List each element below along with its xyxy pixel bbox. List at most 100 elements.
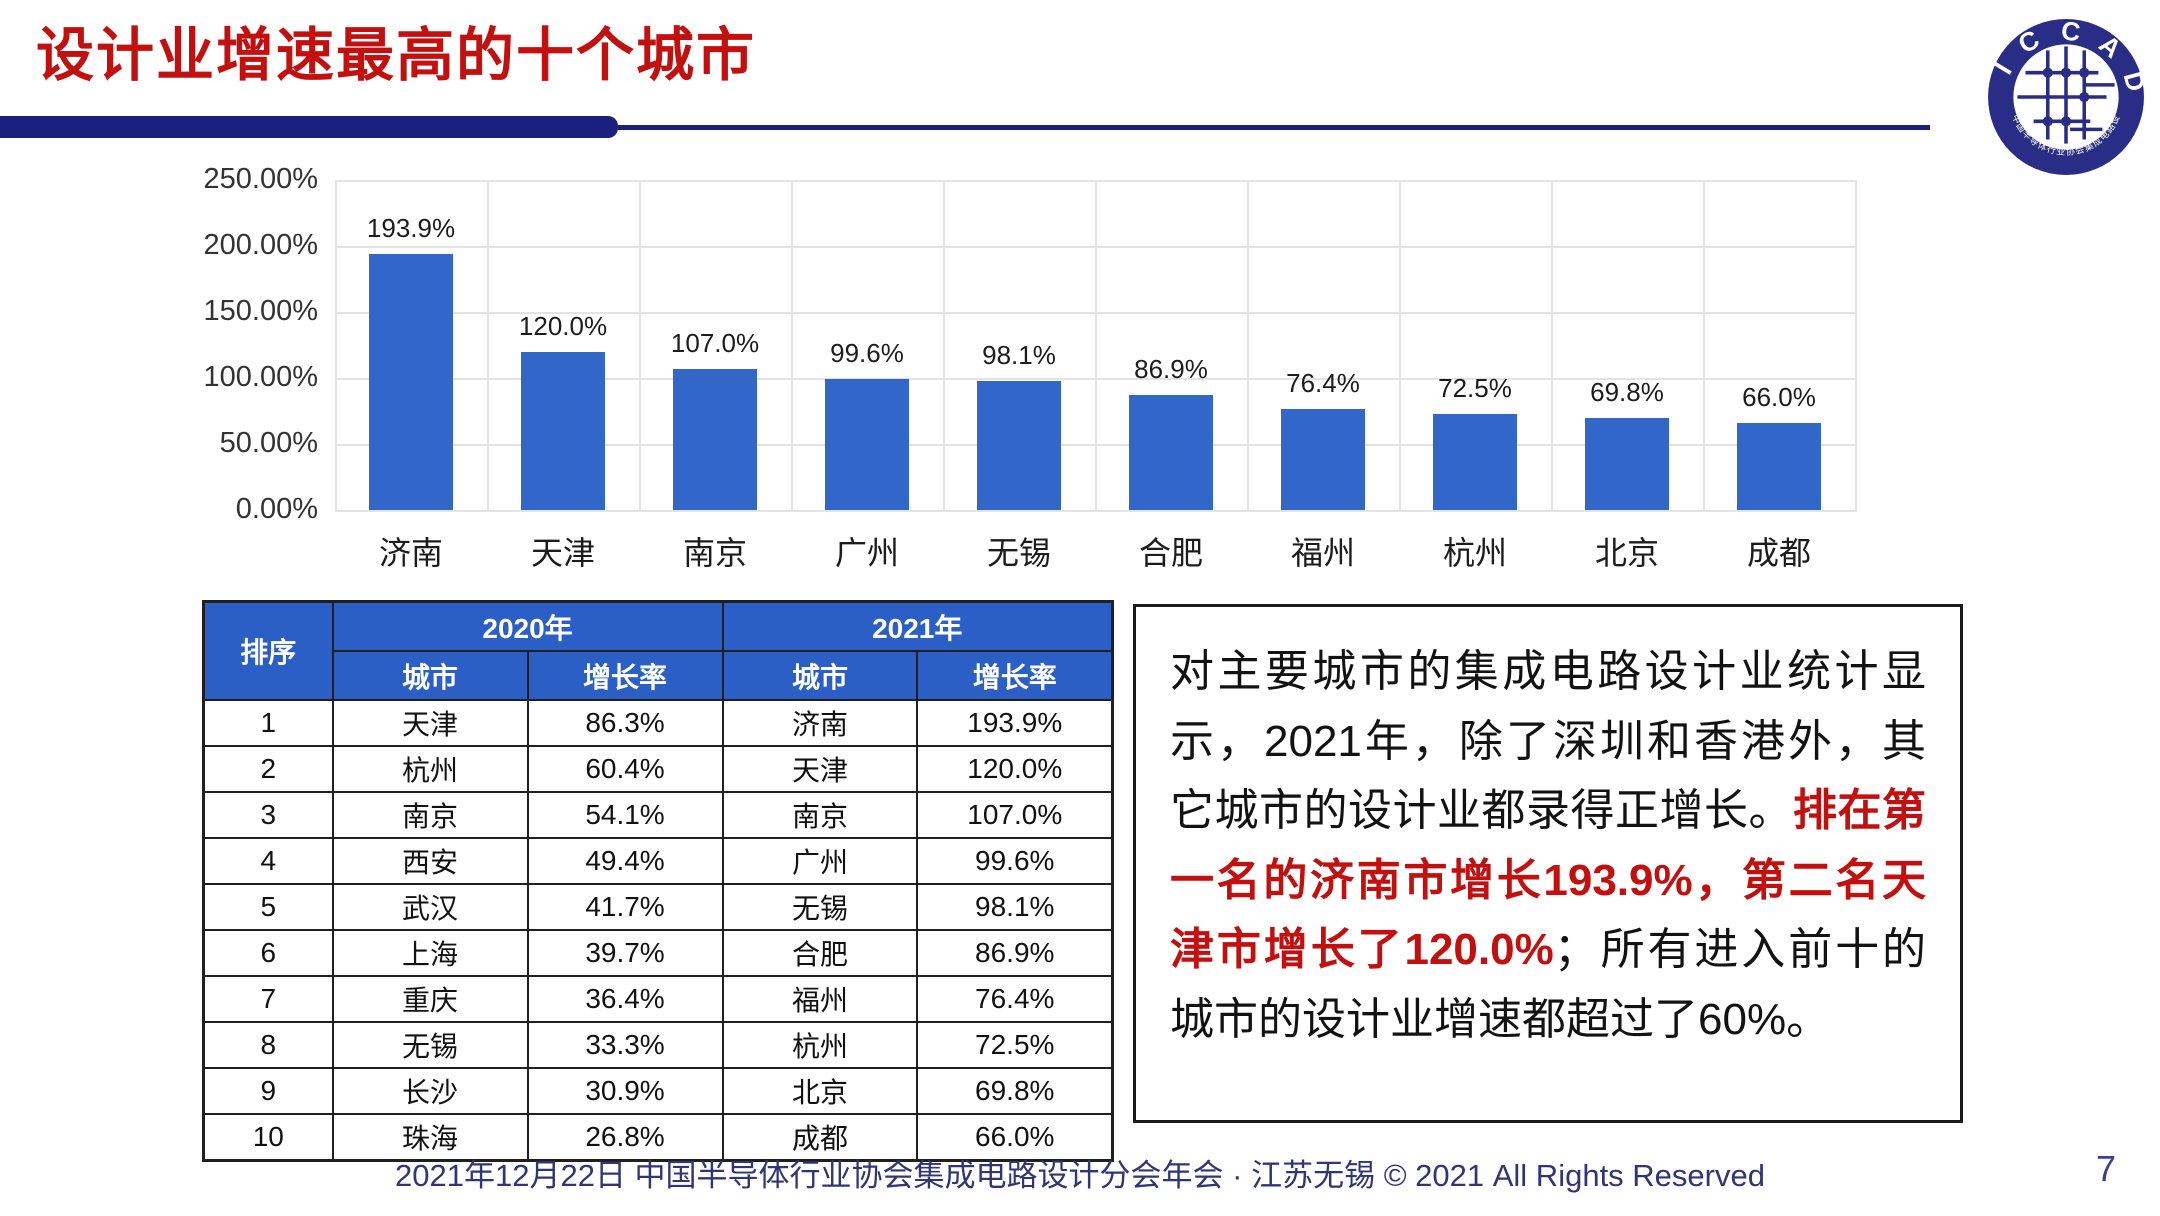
table-cell: 上海 xyxy=(331,929,529,977)
chart-column: 193.9% 济南 xyxy=(335,180,487,571)
table-cell: 武汉 xyxy=(331,883,529,931)
table-cell: 107.0% xyxy=(916,791,1114,839)
bar-广州 xyxy=(825,378,909,510)
bar-value-label: 86.9% xyxy=(1134,354,1208,385)
table-cell: 4 xyxy=(202,837,334,885)
bar-杭州 xyxy=(1433,414,1517,510)
iccad-logo: I C C A D 中国半导体行业协会集成电路设计分会 xyxy=(1980,7,2147,178)
table-cell: 无锡 xyxy=(721,883,919,931)
summary-note-box: 对主要城市的集成电路设计业统计显示，2021年，除了深圳和香港外，其它城市的设计… xyxy=(1133,604,1963,1123)
table-row: 7 重庆 36.4% 福州 76.4% xyxy=(202,975,1114,1023)
table-cell: 合肥 xyxy=(721,929,919,977)
chart-column: 76.4% 福州 xyxy=(1247,180,1399,571)
note-text-black-2: ；所有进入前十的城市的设计业增速都超过了60%。 xyxy=(1170,925,1926,1044)
x-axis-category-label: 合肥 xyxy=(1138,535,1203,571)
table-cell: 重庆 xyxy=(331,975,529,1023)
ranking-table: 排序 2020年 2021年 城市 增长率 城市 增长率 1 天津 86.3% 济南 1… xyxy=(202,600,1114,1162)
table-row: 3 南京 54.1% 南京 107.0% xyxy=(202,791,1114,839)
table-cell: 8 xyxy=(202,1021,334,1069)
table-cell: 99.6% xyxy=(916,837,1114,885)
table-cell: 天津 xyxy=(331,699,529,747)
bar-南京 xyxy=(673,368,757,510)
x-axis-category-label: 杭州 xyxy=(1442,535,1507,571)
table-cell: 76.4% xyxy=(916,975,1114,1023)
table-cell: 长沙 xyxy=(331,1067,529,1115)
chart-plot-area: 193.9% 济南 120.0% 天津 107.0% 南京 99.6% 广州 98.1% 无锡 86… xyxy=(335,180,1857,571)
bar-无锡 xyxy=(977,380,1061,510)
table-header-city-2020: 城市 xyxy=(331,650,529,701)
x-axis-category-label: 济南 xyxy=(378,535,443,571)
table-cell: 86.9% xyxy=(916,929,1114,977)
table-cell: 7 xyxy=(202,975,334,1023)
table-row: 5 武汉 41.7% 无锡 98.1% xyxy=(202,883,1114,931)
note-text-red-highlight: 排在第一名的济南市增长193.9%，第二名天津市增长了120.0% xyxy=(1170,786,1926,975)
bar-value-label: 69.8% xyxy=(1590,376,1664,407)
table-header-rank: 排序 xyxy=(202,600,334,701)
table-cell: 98.1% xyxy=(916,883,1114,931)
bar-value-label: 76.4% xyxy=(1286,368,1360,399)
table-cell: 广州 xyxy=(721,837,919,885)
table-cell: 珠海 xyxy=(331,1113,529,1162)
bar-value-label: 66.0% xyxy=(1742,381,1816,412)
footer-credit: 2021年12月22日 中国半导体行业协会集成电路设计分会年会 · 江苏无锡 ©… xyxy=(395,1158,1765,1193)
title-underline-thin xyxy=(618,125,1930,130)
y-axis-tick-label: 200.00% xyxy=(203,229,319,261)
table-cell: 10 xyxy=(202,1113,334,1162)
x-axis-category-label: 南京 xyxy=(682,535,747,571)
table-cell: 193.9% xyxy=(916,699,1114,747)
table-cell: 天津 xyxy=(721,745,919,793)
table-header-year-2021: 2021年 xyxy=(721,600,1114,652)
table-cell: 66.0% xyxy=(916,1113,1114,1162)
x-axis-category-label: 福州 xyxy=(1290,535,1355,571)
note-text-black-1: 对主要城市的集成电路设计业统计显示，2021年，除了深圳和香港外，其它城市的设计… xyxy=(1170,647,1926,836)
page-title: 设计业增速最高的十个城市 xyxy=(36,23,757,88)
chart-column: 120.0% 天津 xyxy=(487,180,639,571)
bar-value-label: 99.6% xyxy=(830,337,904,368)
x-axis-category-label: 无锡 xyxy=(986,535,1051,571)
table-cell: 39.7% xyxy=(526,929,724,977)
table-cell: 成都 xyxy=(721,1113,919,1162)
table-cell: 49.4% xyxy=(526,837,724,885)
table-header-rate-2021: 增长率 xyxy=(916,650,1114,701)
table-row: 8 无锡 33.3% 杭州 72.5% xyxy=(202,1021,1114,1069)
table-cell: 6 xyxy=(202,929,334,977)
page-number: 7 xyxy=(2095,1148,2116,1189)
table-row: 9 长沙 30.9% 北京 69.8% xyxy=(202,1067,1114,1115)
table-cell: 33.3% xyxy=(526,1021,724,1069)
table-header-city-2021: 城市 xyxy=(721,650,919,701)
bar-北京 xyxy=(1585,417,1669,510)
y-axis-tick-label: 250.00% xyxy=(203,163,319,195)
table-header-rate-2020: 增长率 xyxy=(526,650,724,701)
iccad-logo-icon: I C C A D 中国半导体行业协会集成电路设计分会 xyxy=(1980,7,2147,175)
table-cell: 54.1% xyxy=(526,791,724,839)
x-axis-category-label: 广州 xyxy=(834,535,899,571)
chart-column: 98.1% 无锡 xyxy=(943,180,1095,571)
table-row: 4 西安 49.4% 广州 99.6% xyxy=(202,837,1114,885)
title-underline-thick xyxy=(0,116,618,138)
table-cell: 72.5% xyxy=(916,1021,1114,1069)
x-axis-category-label: 天津 xyxy=(530,535,595,571)
table-cell: 9 xyxy=(202,1067,334,1115)
table-cell: 30.9% xyxy=(526,1067,724,1115)
table-cell: 福州 xyxy=(721,975,919,1023)
table-row: 1 天津 86.3% 济南 193.9% xyxy=(202,699,1114,747)
bar-value-label: 193.9% xyxy=(366,213,456,244)
table-header-year-2020: 2020年 xyxy=(331,600,724,652)
table-cell: 济南 xyxy=(721,699,919,747)
chart-column: 107.0% 南京 xyxy=(639,180,791,571)
bar-value-label: 107.0% xyxy=(670,327,760,358)
bar-天津 xyxy=(521,351,605,510)
chart-column: 86.9% 合肥 xyxy=(1095,180,1247,571)
table-cell: 41.7% xyxy=(526,883,724,931)
table-cell: 60.4% xyxy=(526,745,724,793)
y-axis-tick-label: 50.00% xyxy=(219,427,318,459)
table-cell: 北京 xyxy=(721,1067,919,1115)
table-cell: 杭州 xyxy=(331,745,529,793)
table-row: 10 珠海 26.8% 成都 66.0% xyxy=(202,1113,1114,1162)
table-cell: 无锡 xyxy=(331,1021,529,1069)
table-cell: 南京 xyxy=(331,791,529,839)
table-cell: 杭州 xyxy=(721,1021,919,1069)
y-axis-tick-label: 100.00% xyxy=(203,361,319,393)
chart-column: 66.0% 成都 xyxy=(1703,180,1855,571)
table-cell: 120.0% xyxy=(916,745,1114,793)
